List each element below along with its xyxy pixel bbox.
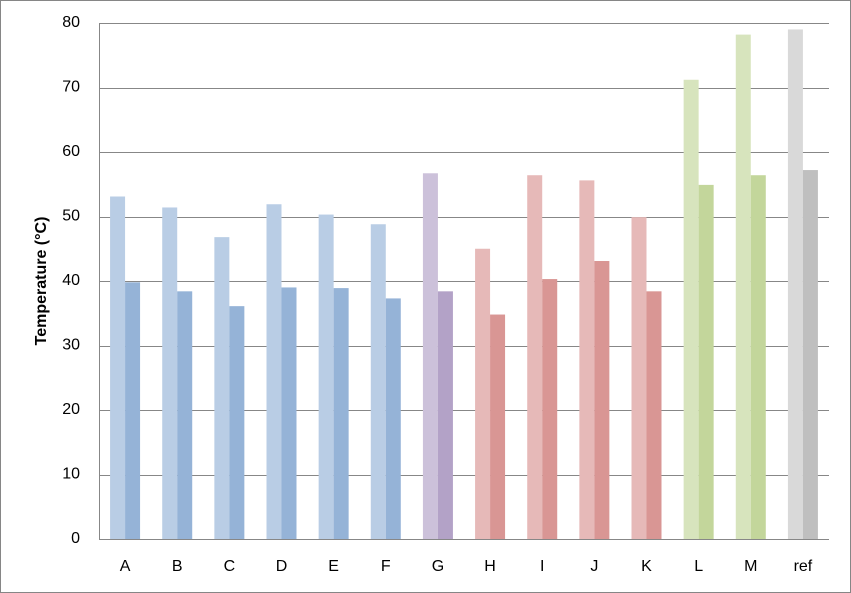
bar [385,298,401,539]
x-tick-label: I [540,558,544,575]
x-tick-label: H [484,558,496,575]
x-tick-label: E [328,558,339,575]
bar [437,291,453,539]
bar [370,224,386,540]
bar [475,248,491,539]
bar [787,29,803,539]
bar [110,196,126,539]
bar [594,261,610,539]
bar [490,314,506,539]
x-tick-label: K [641,558,652,575]
bar [229,306,245,539]
y-axis-label: Temperature (°C) [33,217,50,346]
y-tick-label: 0 [71,530,80,547]
x-tick-label: G [432,558,444,575]
bar [542,279,558,539]
y-tick-label: 40 [62,272,80,289]
bar [631,217,647,539]
bar [422,173,438,539]
x-tick-label: D [276,558,288,575]
bar [318,214,334,539]
y-tick-label: 70 [62,79,80,96]
x-tick-label: M [744,558,757,575]
x-tick-label: ref [794,558,813,575]
bar [735,34,751,540]
x-tick-label: L [694,558,703,575]
bar [683,79,699,539]
bar [177,291,193,539]
y-tick-label: 80 [62,14,80,31]
y-tick-label: 60 [62,143,80,160]
x-tick-label: A [120,558,131,575]
bar [750,175,766,539]
bar [125,282,141,539]
bar [527,175,543,539]
y-tick-label: 10 [62,466,80,483]
bar [698,184,714,539]
x-tick-label: B [172,558,183,575]
x-tick-label: J [590,558,598,575]
bar [333,288,349,539]
bar [162,207,178,539]
y-tick-label: 50 [62,208,80,225]
bar [266,204,282,539]
x-tick-label: C [224,558,236,575]
y-tick-label: 30 [62,337,80,354]
bar [281,287,297,539]
bar [802,170,818,539]
bar [579,180,595,539]
x-tick-label: F [381,558,391,575]
bar [646,291,662,539]
y-tick-label: 20 [62,401,80,418]
bar [214,237,230,539]
